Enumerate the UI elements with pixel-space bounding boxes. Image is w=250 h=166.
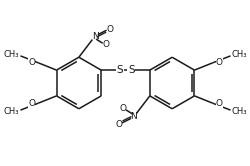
Text: N: N bbox=[130, 112, 136, 121]
Text: CH₃: CH₃ bbox=[231, 50, 246, 59]
Text: O: O bbox=[28, 58, 35, 67]
Text: CH₃: CH₃ bbox=[231, 107, 246, 116]
Text: N: N bbox=[92, 32, 98, 41]
Text: O: O bbox=[215, 99, 222, 108]
Text: O: O bbox=[106, 25, 113, 34]
Text: S: S bbox=[116, 65, 122, 75]
Text: O: O bbox=[119, 104, 126, 113]
Text: S: S bbox=[128, 65, 134, 75]
Text: O: O bbox=[115, 120, 122, 129]
Text: CH₃: CH₃ bbox=[4, 50, 19, 59]
Text: CH₃: CH₃ bbox=[4, 107, 19, 116]
Text: O: O bbox=[215, 58, 222, 67]
Text: O: O bbox=[28, 99, 35, 108]
Text: O: O bbox=[102, 40, 109, 49]
